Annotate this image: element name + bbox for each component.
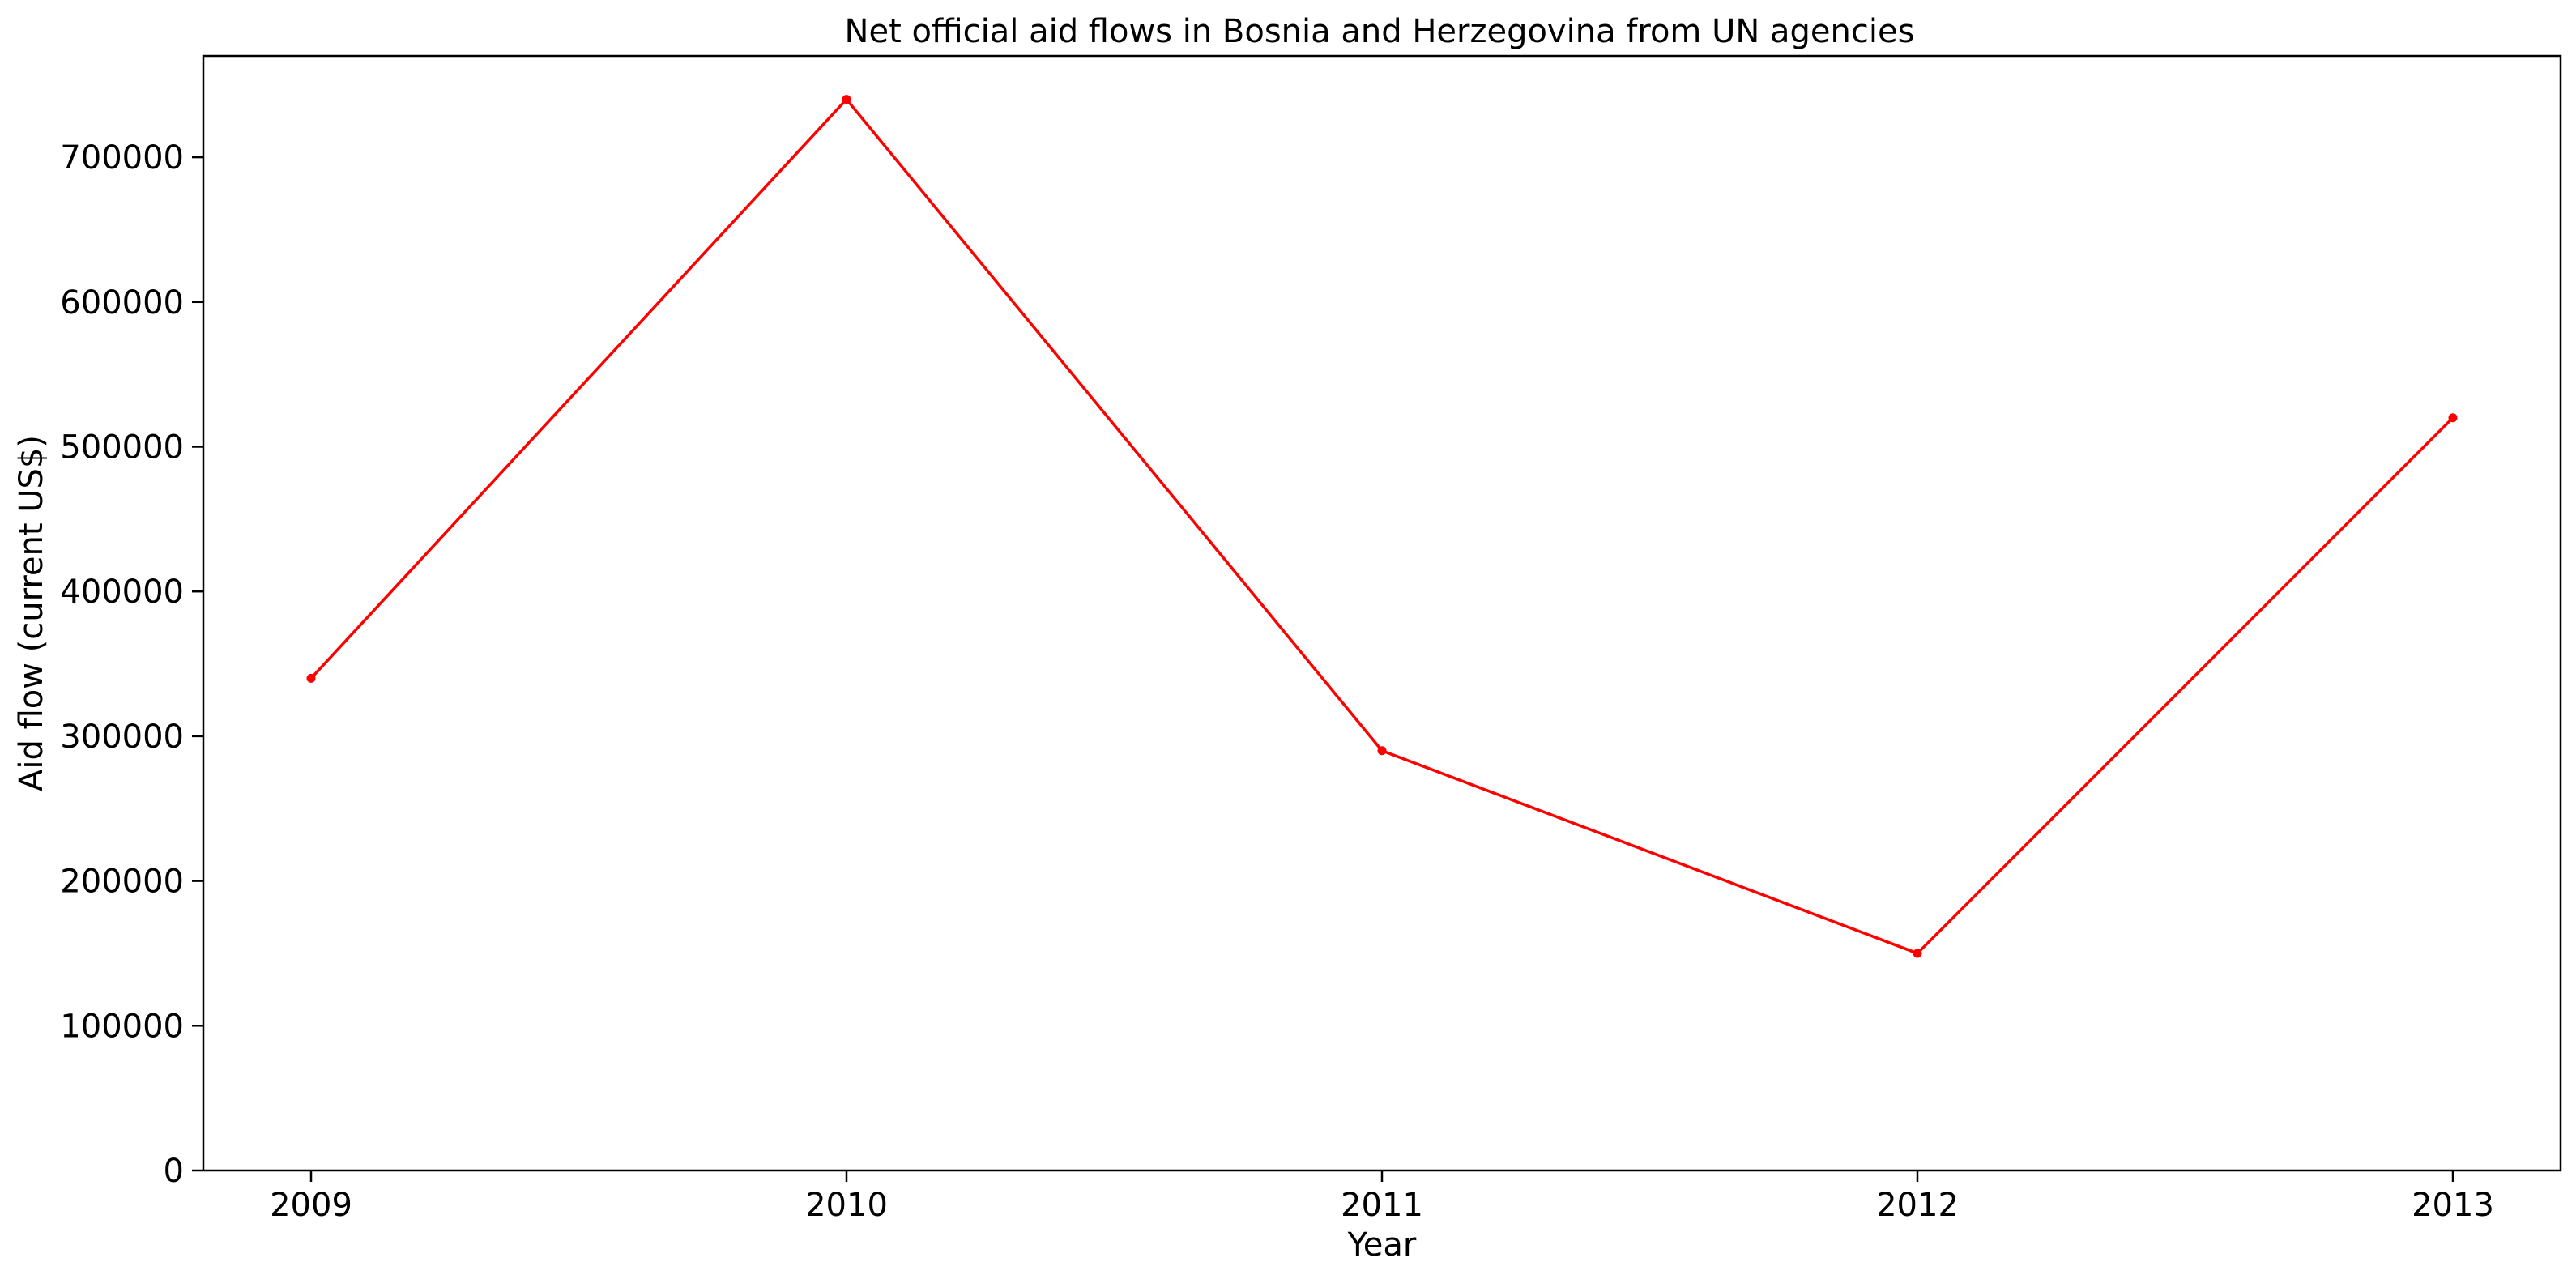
chart-title: Net official aid flows in Bosnia and Her… xyxy=(845,13,1915,50)
data-point-marker xyxy=(1377,746,1387,756)
y-tick-label: 500000 xyxy=(60,428,184,466)
series-line xyxy=(309,97,2454,955)
data-point-marker xyxy=(2448,413,2458,423)
y-tick-label: 700000 xyxy=(60,139,184,177)
x-tick-label: 2012 xyxy=(1876,1187,1959,1224)
x-tick-label: 2013 xyxy=(2412,1187,2494,1224)
x-tick-label: 2010 xyxy=(805,1187,888,1224)
y-axis-label: Aid flow (current US$) xyxy=(13,435,50,791)
x-axis-label: Year xyxy=(1347,1226,1417,1264)
y-axis: 0 100000 200000 300000 400000 500000 600000 700… xyxy=(60,139,203,1190)
y-tick-label: 600000 xyxy=(60,284,184,322)
data-point-marker xyxy=(842,95,851,104)
y-tick-label: 300000 xyxy=(60,718,184,756)
data-point-marker xyxy=(1913,949,1922,958)
plot-area xyxy=(202,54,2562,1172)
y-tick-label: 0 xyxy=(164,1153,184,1190)
y-tick-label: 200000 xyxy=(60,863,184,901)
x-tick-label: 2011 xyxy=(1341,1187,1423,1224)
y-tick-label: 100000 xyxy=(60,1008,184,1045)
y-tick-label: 400000 xyxy=(60,573,184,611)
x-tick-label: 2009 xyxy=(270,1187,352,1224)
series-layer xyxy=(306,95,2458,958)
data-point-marker xyxy=(306,673,316,683)
plot-frame xyxy=(202,54,2562,1172)
x-axis: 2009 2010 2011 2012 2013 xyxy=(270,1170,2494,1224)
